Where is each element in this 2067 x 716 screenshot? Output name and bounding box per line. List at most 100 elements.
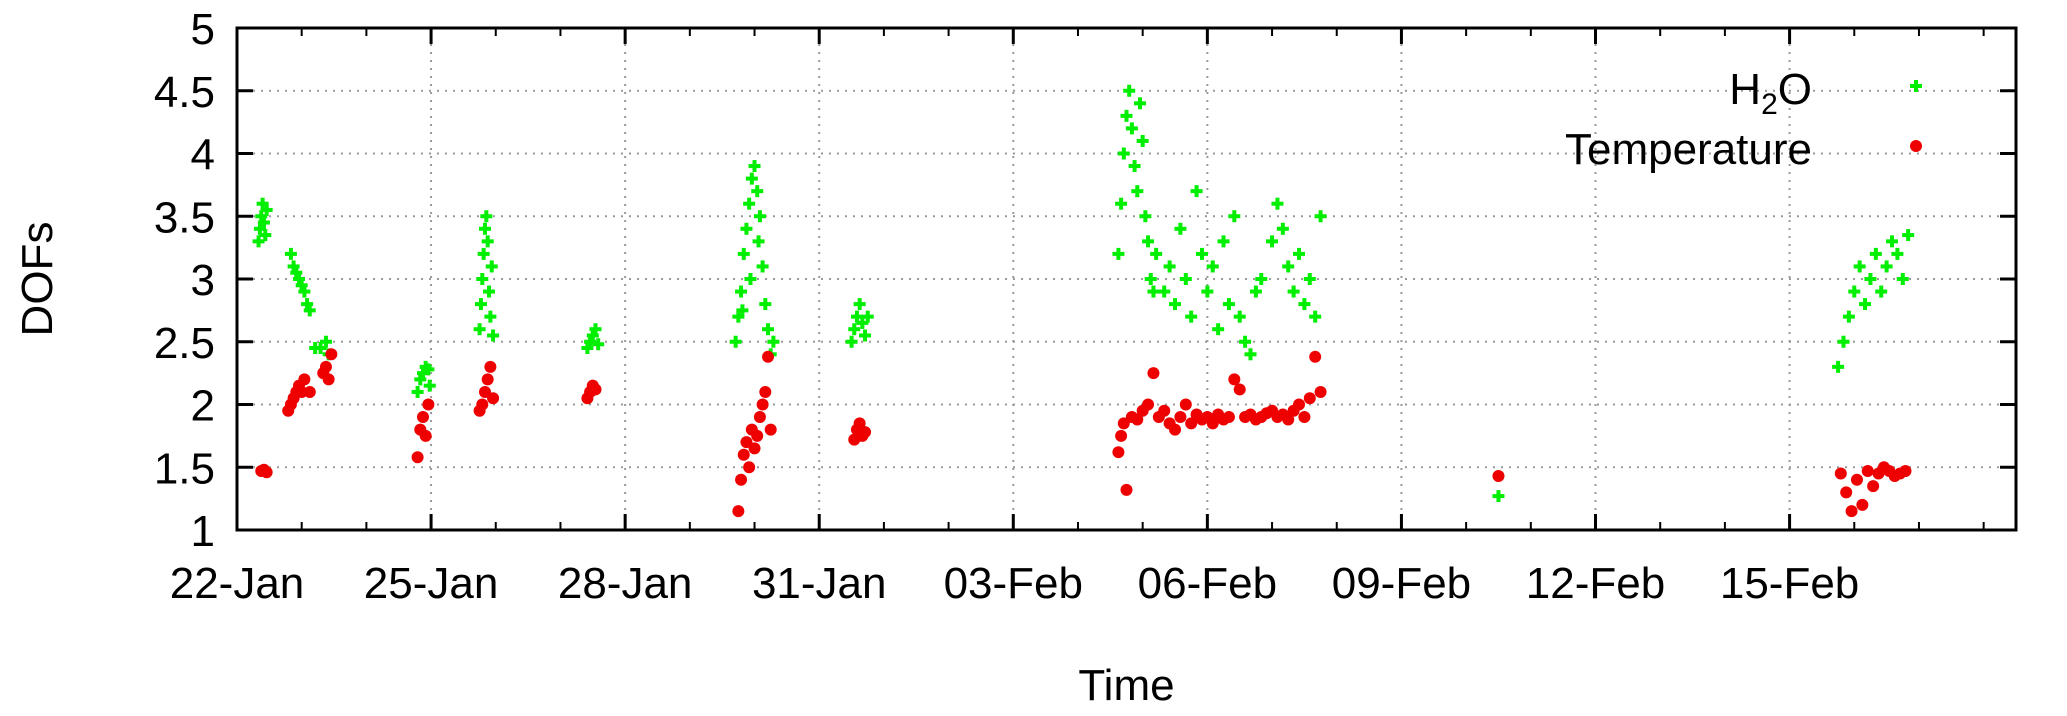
temperature-point [1112, 446, 1125, 459]
legend-marker-temperature [1910, 140, 1922, 152]
temperature-point [751, 429, 764, 442]
y-tick-label: 5 [191, 5, 215, 54]
temperature-point [756, 398, 769, 411]
h2o-point [753, 210, 766, 223]
x-tick-label: 22-Jan [170, 559, 305, 608]
h2o-point [751, 185, 764, 198]
h2o-point [477, 247, 490, 260]
y-tick-labels: 1 1.5 2 2.5 3 3.5 4 4.5 5 [154, 5, 215, 556]
temperature-point [416, 411, 429, 424]
temperature-point [1228, 373, 1241, 386]
h2o-point [480, 210, 493, 223]
h2o-point [284, 247, 297, 260]
legend-label-h2o: H2O [1729, 65, 1812, 121]
h2o-point [1144, 273, 1157, 285]
h2o-point [740, 222, 753, 235]
temperature-point [476, 398, 489, 411]
temperature-point [481, 373, 494, 386]
h2o-point [589, 323, 602, 336]
h2o-point [1163, 260, 1176, 273]
h2o-point [298, 285, 311, 298]
h2o-point [752, 235, 765, 248]
h2o-point [1298, 298, 1311, 311]
temperature-point [1856, 498, 1869, 511]
h2o-point [856, 316, 869, 329]
h2o-point [1832, 360, 1845, 373]
h2o-point [1282, 260, 1295, 273]
temperature-point [764, 423, 777, 436]
h2o-point [1179, 273, 1192, 285]
temperature-point [743, 461, 756, 474]
temperature-point [1206, 417, 1219, 430]
h2o-point [411, 385, 424, 398]
x-axis-label: Time [1078, 661, 1174, 710]
x-tick-label: 15-Feb [1720, 559, 1859, 608]
temperature-point [1492, 470, 1505, 483]
h2o-point [1244, 348, 1257, 361]
h2o-point [1217, 235, 1230, 248]
temperature-point [422, 398, 435, 411]
temperature-point [478, 385, 491, 398]
temperature-point [1131, 413, 1144, 426]
h2o-point [1131, 185, 1144, 198]
h2o-point [1158, 285, 1171, 298]
h2o-point [259, 229, 272, 242]
temperature-point [748, 442, 761, 455]
temperature-point [1115, 429, 1128, 442]
legend-marker-h2o [1910, 80, 1922, 92]
h2o-point [845, 335, 858, 348]
temperature-point [1850, 473, 1863, 486]
h2o-point [1212, 323, 1225, 336]
h2o-point [1249, 285, 1262, 298]
h2o-point [745, 172, 758, 185]
h2o-point [1891, 247, 1904, 260]
y-axis-label: DOFs [13, 222, 62, 337]
h2o-point [1255, 273, 1268, 285]
h2o-point [743, 197, 756, 210]
h2o-point [474, 298, 487, 311]
series-h2o [252, 84, 1915, 503]
h2o-point [1123, 84, 1136, 97]
h2o-point [1842, 310, 1855, 323]
temperature-point [859, 426, 872, 439]
h2o-point [1859, 298, 1872, 311]
h2o-point [319, 335, 332, 348]
h2o-point [1314, 210, 1327, 223]
h2o-point [476, 273, 489, 285]
y-tick-label: 4.5 [154, 68, 215, 117]
h2o-point [1287, 285, 1300, 298]
h2o-point [861, 310, 874, 323]
h2o-point [1201, 285, 1214, 298]
h2o-point [586, 329, 599, 342]
temperature-point [319, 360, 332, 373]
h2o-point [1190, 185, 1203, 198]
h2o-point [1120, 109, 1133, 122]
x-tick-label: 03-Feb [944, 559, 1083, 608]
temperature-point [1293, 398, 1306, 411]
h2o-point [759, 298, 772, 311]
h2o-point [1228, 210, 1241, 223]
h2o-point [850, 310, 863, 323]
h2o-point [473, 323, 486, 336]
x-tick-label: 09-Feb [1332, 559, 1471, 608]
x-tick-label: 06-Feb [1138, 559, 1277, 608]
h2o-point [744, 273, 757, 285]
temperature-point [260, 466, 273, 479]
h2o-point [853, 298, 866, 311]
x-tick-label: 12-Feb [1526, 559, 1665, 608]
h2o-point [767, 335, 780, 348]
temperature-point [1117, 417, 1130, 430]
temperature-point [1174, 411, 1187, 424]
temperature-point [762, 350, 775, 363]
x-tick-labels: 22-Jan 25-Jan 28-Jan 31-Jan 03-Feb 06-Feb 09-F… [170, 559, 1860, 608]
h2o-point [481, 235, 494, 248]
y-tick-label: 1.5 [154, 444, 215, 493]
h2o-point [1233, 310, 1246, 323]
temperature-point [1861, 465, 1874, 478]
h2o-point [423, 379, 436, 392]
h2o-point [1869, 247, 1882, 260]
temperature-point [753, 411, 766, 424]
temperature-point [1303, 392, 1316, 405]
h2o-point [859, 329, 872, 342]
h2o-point [1886, 235, 1899, 248]
